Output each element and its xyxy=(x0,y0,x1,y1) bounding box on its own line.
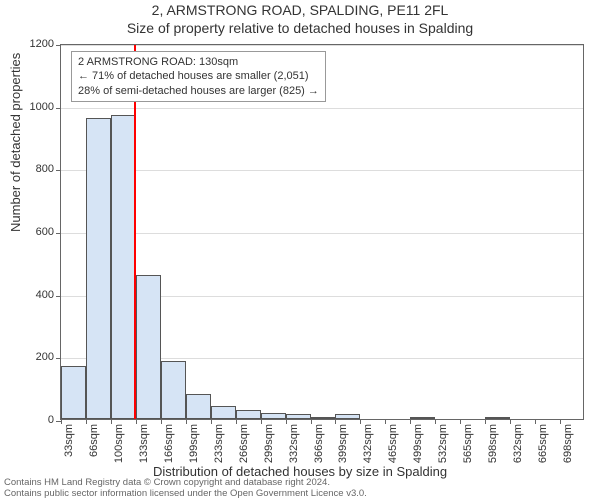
ytick-mark xyxy=(56,358,61,359)
annotation-line: 28% of semi-detached houses are larger (… xyxy=(78,84,319,98)
xtick-label: 133sqm xyxy=(138,424,150,463)
xtick-mark xyxy=(236,419,237,424)
xtick-label: 598sqm xyxy=(487,424,499,463)
xtick-mark xyxy=(510,419,511,424)
xtick-label: 266sqm xyxy=(238,424,250,463)
xtick-mark xyxy=(136,419,137,424)
xtick-label: 499sqm xyxy=(412,424,424,463)
histogram-bar xyxy=(485,417,510,419)
xtick-label: 366sqm xyxy=(313,424,325,463)
histogram-bar xyxy=(261,413,286,419)
histogram-bar xyxy=(86,118,111,419)
annotation-line: 2 ARMSTRONG ROAD: 130sqm xyxy=(78,55,319,69)
xtick-mark xyxy=(86,419,87,424)
footer-line-1: Contains HM Land Registry data © Crown c… xyxy=(4,477,330,488)
gridline xyxy=(61,45,583,46)
xtick-label: 698sqm xyxy=(562,424,574,463)
ytick-label: 200 xyxy=(14,351,54,363)
xtick-label: 100sqm xyxy=(113,424,125,463)
xtick-label: 532sqm xyxy=(437,424,449,463)
gridline xyxy=(61,108,583,109)
ytick-mark xyxy=(56,108,61,109)
ytick-mark xyxy=(56,296,61,297)
ytick-label: 400 xyxy=(14,289,54,301)
xtick-label: 665sqm xyxy=(537,424,549,463)
footer-line-2: Contains public sector information licen… xyxy=(4,488,367,499)
gridline xyxy=(61,170,583,171)
gridline xyxy=(61,233,583,234)
xtick-mark xyxy=(161,419,162,424)
histogram-bar xyxy=(410,417,435,419)
histogram-bar xyxy=(136,275,161,419)
title-sub: Size of property relative to detached ho… xyxy=(0,20,600,36)
xtick-mark xyxy=(61,419,62,424)
xtick-mark xyxy=(311,419,312,424)
plot-area: 2 ARMSTRONG ROAD: 130sqm← 71% of detache… xyxy=(60,44,584,420)
xtick-label: 33sqm xyxy=(63,424,75,457)
xtick-label: 432sqm xyxy=(362,424,374,463)
ytick-label: 600 xyxy=(14,226,54,238)
ytick-label: 1000 xyxy=(14,101,54,113)
xtick-label: 465sqm xyxy=(387,424,399,463)
xtick-mark xyxy=(211,419,212,424)
xtick-label: 233sqm xyxy=(213,424,225,463)
xtick-label: 565sqm xyxy=(462,424,474,463)
xtick-mark xyxy=(535,419,536,424)
xtick-label: 332sqm xyxy=(288,424,300,463)
xtick-label: 166sqm xyxy=(163,424,175,463)
xtick-mark xyxy=(286,419,287,424)
ytick-label: 1200 xyxy=(14,38,54,50)
xtick-label: 199sqm xyxy=(188,424,200,463)
xtick-label: 632sqm xyxy=(512,424,524,463)
xtick-mark xyxy=(186,419,187,424)
annotation-line: ← 71% of detached houses are smaller (2,… xyxy=(78,69,319,83)
ytick-mark xyxy=(56,233,61,234)
histogram-bar xyxy=(211,406,236,419)
histogram-bar xyxy=(111,115,136,419)
histogram-bar xyxy=(186,394,211,419)
ytick-mark xyxy=(56,170,61,171)
annotation-box: 2 ARMSTRONG ROAD: 130sqm← 71% of detache… xyxy=(71,51,326,102)
ytick-label: 0 xyxy=(14,414,54,426)
y-axis-label: Number of detached properties xyxy=(8,53,23,232)
ytick-mark xyxy=(56,45,61,46)
xtick-mark xyxy=(560,419,561,424)
histogram-bar xyxy=(61,366,86,419)
xtick-mark xyxy=(261,419,262,424)
xtick-mark xyxy=(111,419,112,424)
histogram-bar xyxy=(311,417,336,420)
xtick-label: 299sqm xyxy=(263,424,275,463)
histogram-bar xyxy=(236,410,261,419)
histogram-bar xyxy=(286,414,311,419)
histogram-bar xyxy=(161,361,186,419)
histogram-bar xyxy=(335,414,360,419)
xtick-label: 399sqm xyxy=(337,424,349,463)
title-main: 2, ARMSTRONG ROAD, SPALDING, PE11 2FL xyxy=(0,2,600,18)
ytick-label: 800 xyxy=(14,163,54,175)
xtick-label: 66sqm xyxy=(88,424,100,457)
